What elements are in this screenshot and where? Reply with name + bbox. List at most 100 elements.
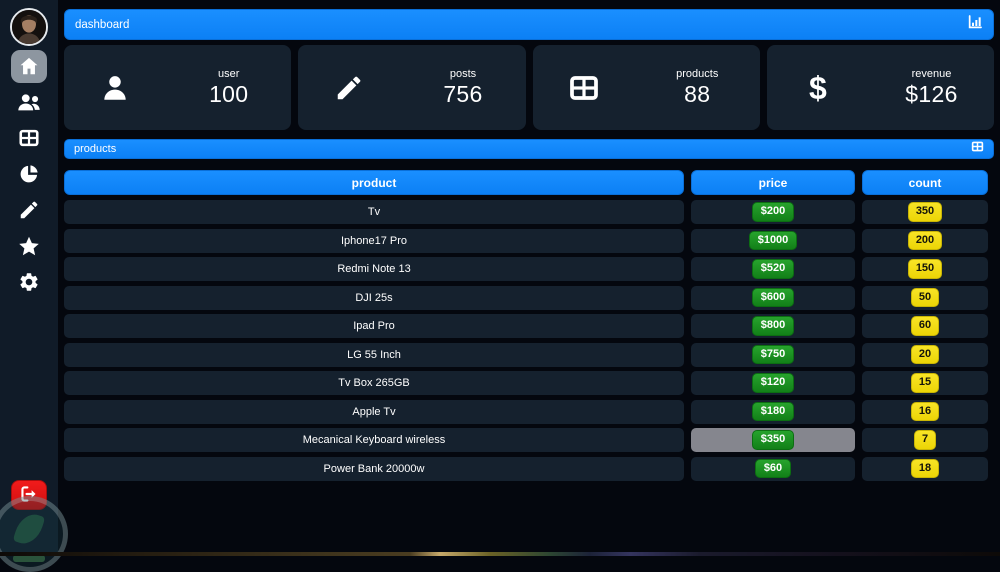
users-icon [11, 86, 47, 119]
table-row[interactable]: Mecanical Keyboard wireless $350 7 [64, 428, 988, 452]
count-cell: 60 [862, 314, 988, 338]
stat-card-user[interactable]: user 100 [64, 45, 292, 130]
sidebar-item-settings[interactable] [0, 264, 58, 300]
count-cell: 150 [862, 257, 988, 281]
count-cell: 50 [862, 285, 988, 310]
stat-text: revenue $126 [869, 68, 994, 108]
price-badge: $800 [751, 316, 795, 336]
price-cell[interactable]: $800 [691, 314, 855, 338]
count-badge: 60 [910, 316, 940, 336]
sidebar-item-products[interactable] [0, 120, 58, 156]
stat-card-posts[interactable]: posts 756 [298, 45, 526, 130]
stat-card-revenue[interactable]: $ revenue $126 [766, 45, 994, 130]
count-badge: 7 [913, 430, 937, 450]
table-row[interactable]: Redmi Note 13 $520 150 [64, 257, 988, 281]
pie-chart-icon [11, 158, 47, 191]
sidebar-item-favorites[interactable] [0, 228, 58, 264]
count-badge: 350 [907, 202, 943, 222]
table-row[interactable]: Power Bank 20000w $60 18 [64, 456, 988, 481]
main-content: dashboard [58, 0, 1000, 556]
table-header-row: product price count [64, 170, 988, 195]
stats-row: user 100 posts 756 [64, 45, 994, 130]
product-name-cell: Iphone17 Pro [64, 228, 684, 253]
bar-chart-icon[interactable] [967, 14, 983, 35]
price-cell[interactable]: $600 [691, 285, 855, 310]
table-icon[interactable] [971, 140, 984, 158]
stat-label: posts [449, 67, 477, 80]
sidebar-item-users[interactable] [0, 84, 58, 120]
table-body: Tv $200 350 Iphone17 Pro $1000 200 [64, 200, 988, 481]
sidebar-nav [0, 48, 58, 300]
table-icon [533, 72, 635, 104]
products-title: products [74, 143, 117, 155]
sidebar [0, 0, 68, 572]
table-row[interactable]: Iphone17 Pro $1000 200 [64, 228, 988, 253]
stat-value: 88 [684, 80, 711, 107]
price-badge: $200 [751, 202, 795, 222]
star-icon [11, 230, 47, 263]
price-badge: $60 [754, 458, 792, 479]
dashboard-header-bar: dashboard [64, 9, 994, 40]
stat-text: posts 756 [401, 68, 526, 108]
price-badge: $520 [751, 259, 795, 279]
price-cell[interactable]: $350 [691, 428, 855, 452]
stat-card-products[interactable]: products 88 [532, 45, 760, 130]
stat-label: products [676, 67, 719, 80]
price-badge: $120 [751, 373, 795, 393]
avatar-photo [12, 10, 46, 44]
price-cell[interactable]: $120 [691, 371, 855, 395]
avatar[interactable] [10, 8, 48, 46]
table-row[interactable]: LG 55 Inch $750 20 [64, 342, 988, 367]
product-name-cell: Tv Box 265GB [64, 371, 684, 395]
price-cell[interactable]: $180 [691, 399, 855, 424]
price-cell[interactable]: $1000 [691, 228, 855, 253]
product-name-cell: Redmi Note 13 [64, 257, 684, 281]
column-header-count[interactable]: count [862, 170, 988, 195]
dashboard-screen: dashboard [0, 0, 1000, 556]
dollar-icon: $ [808, 69, 827, 106]
product-name-cell: Mecanical Keyboard wireless [64, 428, 684, 452]
count-badge: 150 [907, 259, 943, 279]
table-row[interactable]: Tv Box 265GB $120 15 [64, 371, 988, 395]
table-row[interactable]: Apple Tv $180 16 [64, 399, 988, 424]
product-name-cell: Apple Tv [64, 399, 684, 424]
stat-value: $126 [905, 80, 958, 107]
product-name-cell: Tv [64, 200, 684, 224]
price-cell[interactable]: $60 [691, 456, 855, 481]
sidebar-item-home[interactable] [0, 48, 58, 84]
count-badge: 18 [910, 458, 940, 479]
price-cell[interactable]: $200 [691, 200, 855, 224]
count-cell: 15 [862, 371, 988, 395]
product-name-cell: DJI 25s [64, 285, 684, 310]
products-table: product price count Tv $200 350 Iphone17… [64, 170, 988, 481]
user-icon [64, 72, 166, 104]
product-name-cell: Power Bank 20000w [64, 456, 684, 481]
count-badge: 16 [910, 401, 940, 422]
dashboard-title: dashboard [75, 18, 130, 31]
price-badge: $600 [751, 287, 795, 308]
sidebar-item-charts[interactable] [0, 156, 58, 192]
price-badge: $750 [751, 344, 795, 365]
price-cell[interactable]: $520 [691, 257, 855, 281]
screen-bottom-edge [0, 552, 1000, 556]
price-badge: $350 [751, 430, 795, 450]
price-cell[interactable]: $750 [691, 342, 855, 367]
product-name-cell: LG 55 Inch [64, 342, 684, 367]
column-header-product[interactable]: product [64, 170, 684, 195]
table-row[interactable]: Ipad Pro $800 60 [64, 314, 988, 338]
count-cell: 20 [862, 342, 988, 367]
count-badge: 200 [907, 230, 943, 251]
count-cell: 7 [862, 428, 988, 452]
stat-label: revenue [911, 67, 952, 80]
stat-value: 756 [443, 80, 483, 107]
home-icon [11, 49, 47, 83]
column-header-price[interactable]: price [691, 170, 855, 195]
table-row[interactable]: DJI 25s $600 50 [64, 285, 988, 310]
products-header-bar: products [64, 139, 994, 159]
sidebar-item-posts[interactable] [0, 192, 58, 228]
count-cell: 350 [862, 200, 988, 224]
count-badge: 50 [910, 287, 940, 308]
table-row[interactable]: Tv $200 350 [64, 200, 988, 224]
watermark-logo [0, 496, 68, 572]
price-badge: $1000 [748, 230, 798, 251]
